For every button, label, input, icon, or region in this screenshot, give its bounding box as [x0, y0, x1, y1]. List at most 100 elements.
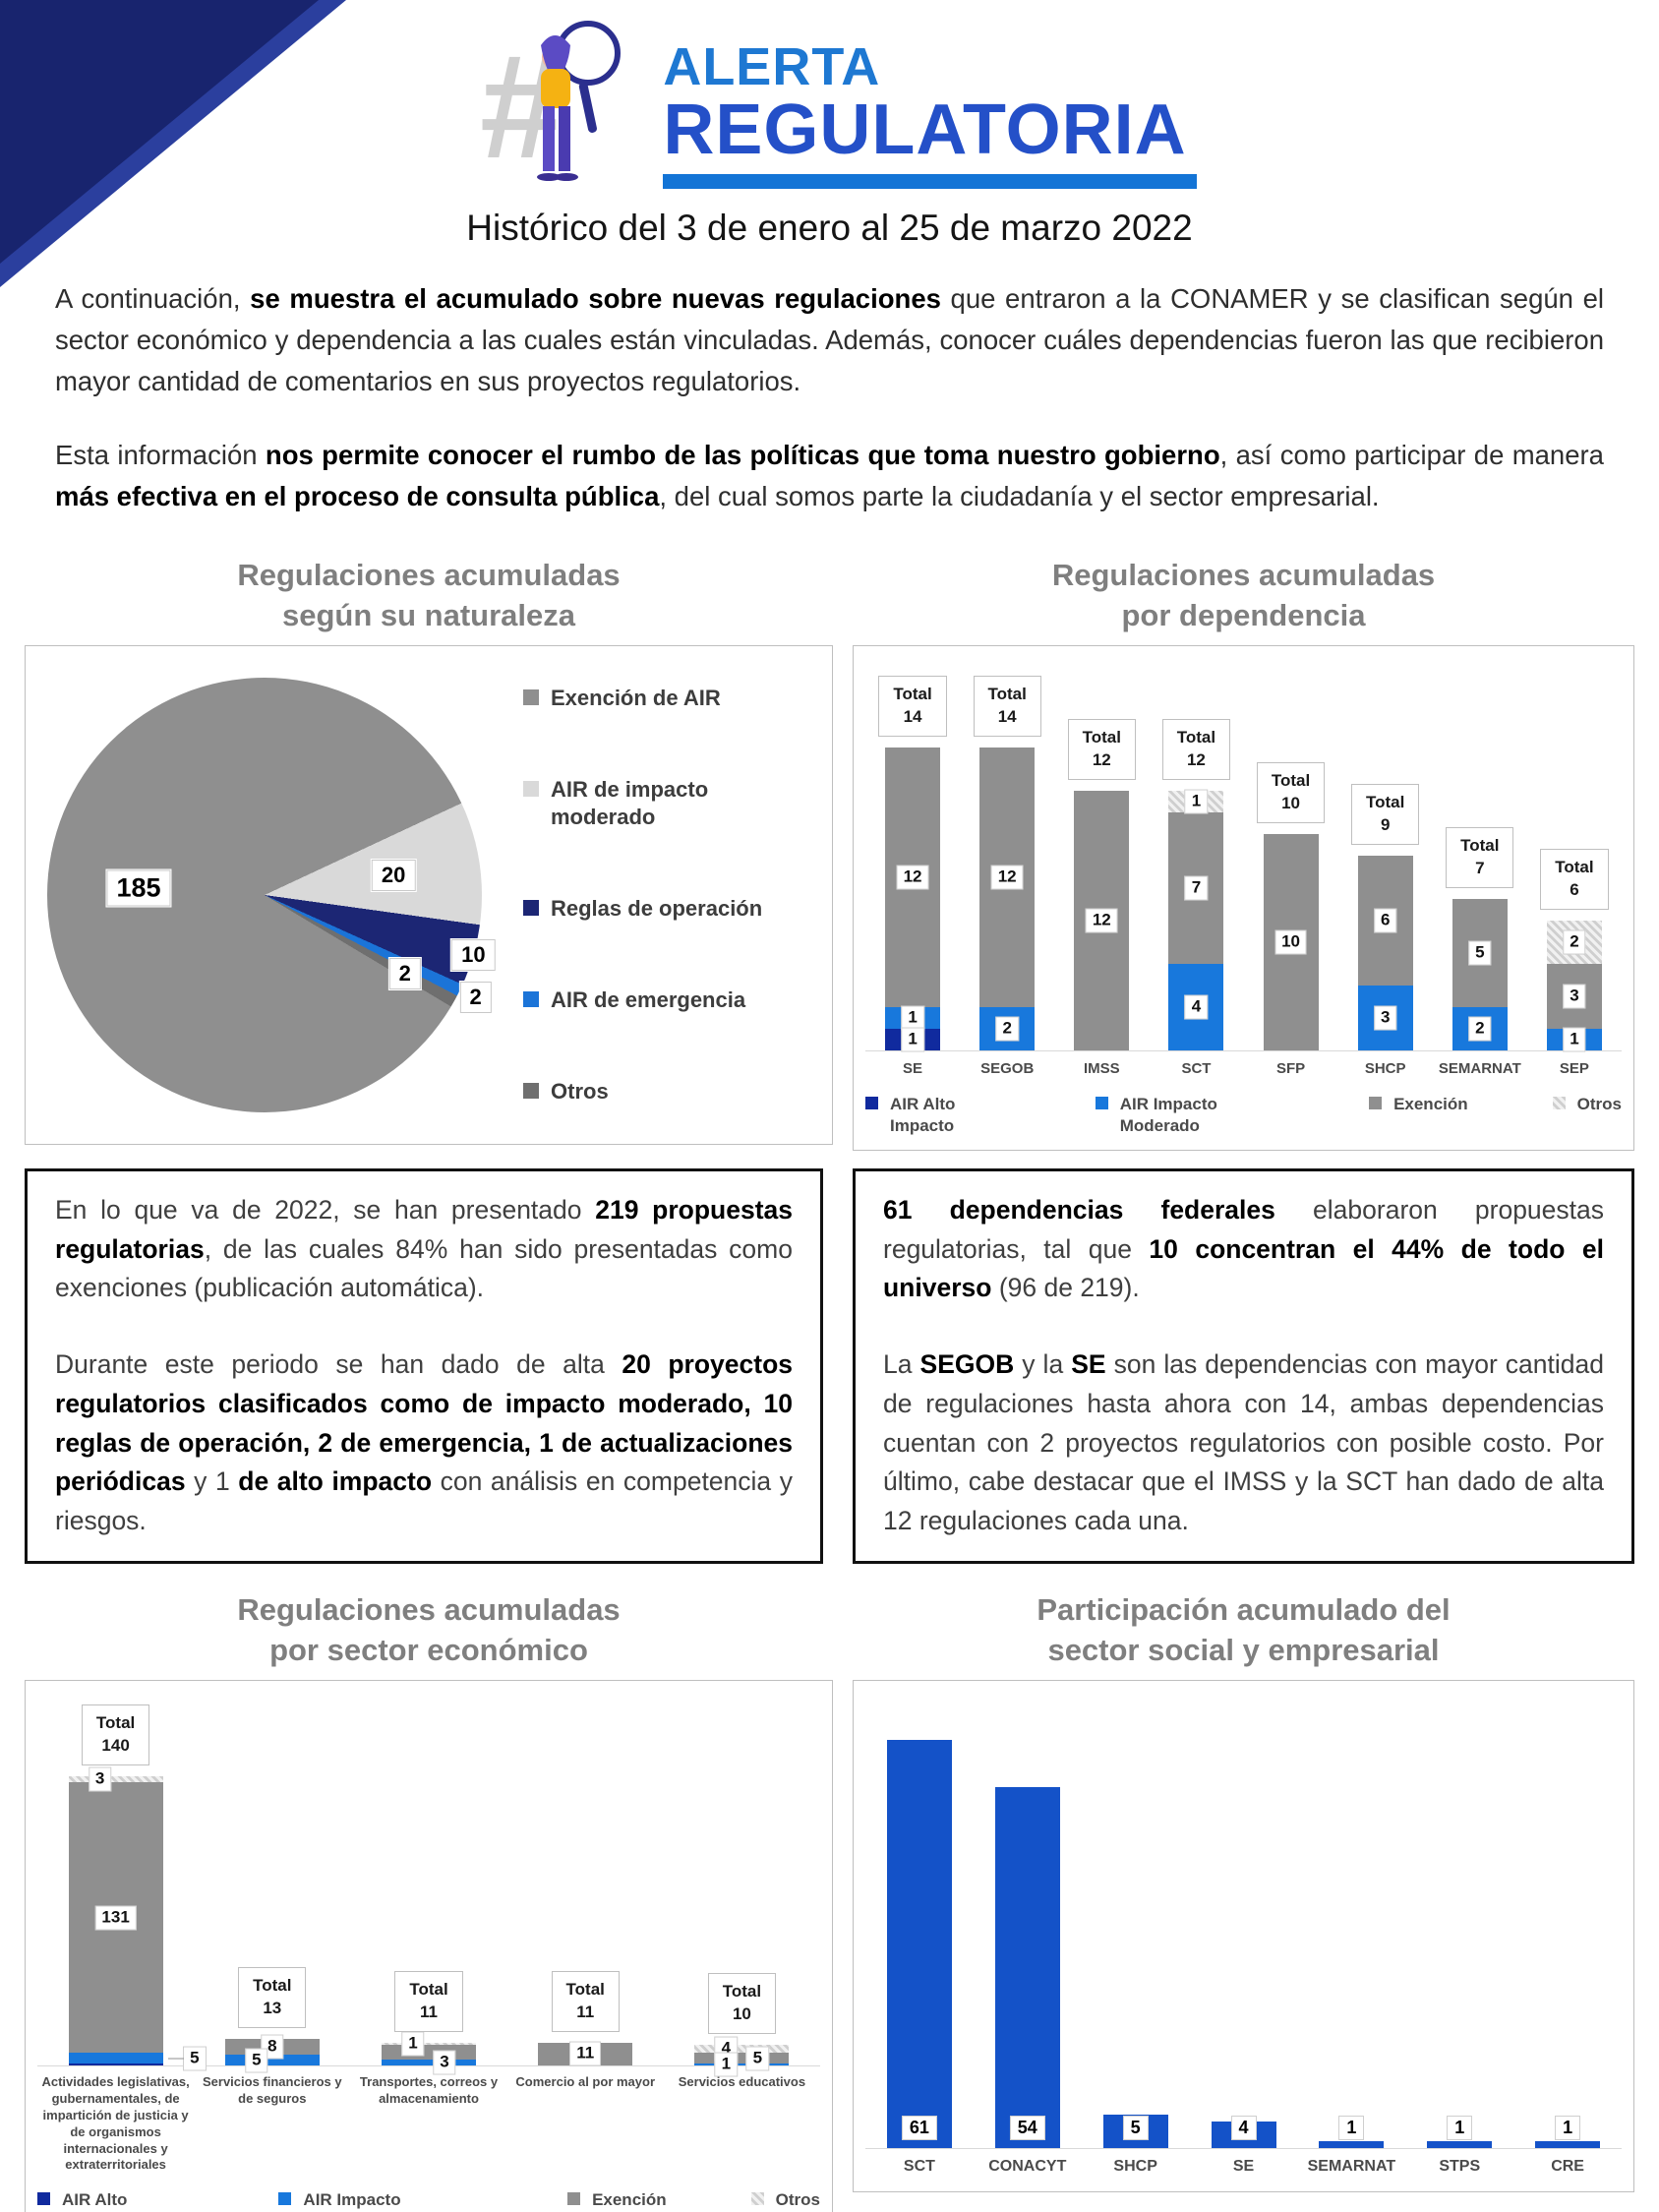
bar-segment: 1 [694, 2052, 790, 2077]
bar-segment: 1 [1546, 1027, 1602, 1052]
plot-area: Total 140 3 131 5 Total 13 8 5 Total 11 1 3 Total … [37, 1701, 820, 2077]
bar-column: 1 [1513, 2115, 1622, 2148]
legend-item: Exención de AIR [523, 685, 814, 712]
bar-segment: 2 [1546, 920, 1602, 964]
bar-segment: 5 [68, 2046, 207, 2071]
legend-label: Otros [775, 2190, 820, 2210]
bar-segment: 1 [382, 2031, 476, 2057]
segment-value-label: 12 [896, 865, 929, 890]
segment-value-label: 1 [901, 1027, 924, 1052]
legend-swatch [37, 2192, 50, 2206]
x-axis-label: SE [903, 1059, 923, 1077]
total-label: Total 9 [1351, 784, 1420, 845]
legend-swatch [523, 899, 539, 916]
x-axis-label: SEGOB [980, 1059, 1035, 1077]
segment-value-label: 3 [433, 2050, 456, 2075]
segment-value-label: 11 [569, 2041, 602, 2066]
charts-row-top: Regulaciones acumuladas según su natural… [0, 551, 1659, 1151]
segment-value-label: 5 [245, 2048, 268, 2073]
legend-item: AIR Impacto Moderado [278, 2189, 483, 2212]
legend-label: AIR de impacto moderado [551, 777, 709, 829]
total-label: Total 140 [81, 1704, 150, 1765]
plot-area: Total 14 12 1 1 Total 14 12 2 Total 12 12 Total 1… [865, 666, 1622, 1052]
bar-segment: 3 [1357, 985, 1413, 1050]
bar-segment: 131 [68, 1782, 163, 2054]
stacked-bar: 2 3 1 [1546, 920, 1602, 1052]
value-bar [1427, 2141, 1493, 2148]
legend-swatch [1369, 1097, 1383, 1110]
bar-segment: 5 [694, 2046, 790, 2071]
bar-column: Total 11 1 3 [350, 1971, 506, 2075]
sector-chart: Total 140 3 131 5 Total 13 8 5 Total 11 1 3 Total … [25, 1679, 833, 2212]
stacked-bar: 12 1 1 [885, 747, 941, 1052]
segment-value-label: 6 [1373, 908, 1397, 933]
logo-text: ALERTA REGULATORIA [663, 40, 1198, 195]
textbox-dependencia-p1: 61 dependencias federales elaboraron pro… [883, 1194, 1605, 1303]
bar-column: Total 10 4 5 1 [664, 1973, 820, 2077]
chart-sector-title: Regulaciones acumuladas por sector econó… [237, 1592, 621, 1667]
bar-segment: 2 [1452, 1006, 1508, 1050]
bar-segment: 1 [885, 1005, 941, 1031]
bar-column: Total 12 12 [1054, 719, 1149, 1050]
textbox-naturaleza-p1: En lo que va de 2022, se han presentado … [55, 1194, 793, 1303]
bar-segment: 3 [382, 2050, 476, 2075]
legend-label: Otros [1576, 1095, 1622, 1114]
segment-value-label: 1 [1563, 1027, 1586, 1052]
bar-column: 61 [865, 1740, 974, 2148]
segment-value-label: 5 [745, 2046, 770, 2071]
pie-wrap: 20 10 2 2 185 [47, 677, 496, 1112]
bar-column: Total 14 12 1 1 [865, 676, 960, 1052]
x-axis-label: SEP [1559, 1059, 1589, 1077]
legend-swatch [1095, 1097, 1108, 1110]
chart-naturaleza-title: Regulaciones acumuladas según su natural… [237, 558, 621, 632]
total-label: Total 14 [878, 676, 947, 737]
bar-segment: 5 [224, 2048, 320, 2073]
segment-value-label: 7 [1184, 875, 1209, 901]
total-label: Total 11 [394, 1971, 463, 2032]
segment-value-label: 1 [1184, 789, 1209, 814]
x-axis-label: SCT [903, 2157, 935, 2175]
boxes-row-top: En lo que va de 2022, se han presentado … [0, 1167, 1659, 1564]
bar-segment: 8 [224, 2034, 320, 2060]
chart-legend: AIR Alto Impacto AIR Impacto Moderado Exen… [37, 2189, 820, 2212]
value-bar [886, 1740, 952, 2148]
pie-value-label: 10 [451, 939, 496, 972]
value-bar [994, 1786, 1060, 2148]
chart-dependencia: Regulaciones acumuladas por dependencia … [853, 551, 1634, 1151]
chart-dependencia-title: Regulaciones acumuladas por dependencia [1051, 558, 1436, 632]
segment-value-label: 1 [401, 2031, 425, 2057]
x-axis-label: Actividades legislativas, gubernamentale… [41, 2073, 190, 2173]
bar-segment: 1 [885, 1027, 941, 1052]
legend-item: Exención [1369, 1094, 1468, 1136]
bar-segment: 1 [1168, 789, 1224, 814]
bar-segment: 6 [1357, 855, 1413, 986]
bar-column: 5 [1082, 2114, 1190, 2148]
bar-value-label: 1 [1338, 2115, 1365, 2140]
total-label: Total 11 [551, 1971, 620, 2032]
intro: A continuación, se muestra el acumulado … [0, 249, 1659, 517]
bar-segment: 2 [979, 1006, 1036, 1050]
legend-swatch [523, 688, 539, 705]
legend-swatch [1552, 1097, 1566, 1110]
segment-value-label: 2 [1563, 929, 1586, 955]
segment-value-label: 10 [1274, 929, 1308, 955]
x-axis-label: CRE [1551, 2157, 1584, 2175]
total-label: Total 10 [1256, 762, 1326, 823]
total-label: Total 14 [973, 676, 1041, 737]
segment-value-label: 12 [1085, 908, 1118, 933]
legend-item: Exención [567, 2189, 667, 2212]
bar-column: 1 [1297, 2115, 1405, 2148]
bar-segment: 10 [1263, 833, 1319, 1050]
total-label: Total 13 [238, 1966, 307, 2028]
legend-item: AIR Alto Impacto [865, 1094, 1011, 1136]
bar-value-label: 5 [1122, 2115, 1149, 2140]
textbox-naturaleza-p2: Durante este periodo se han dado de alta… [55, 1349, 793, 1536]
pie-value-label: 185 [106, 869, 171, 907]
pie-value-label: 2 [459, 982, 492, 1014]
